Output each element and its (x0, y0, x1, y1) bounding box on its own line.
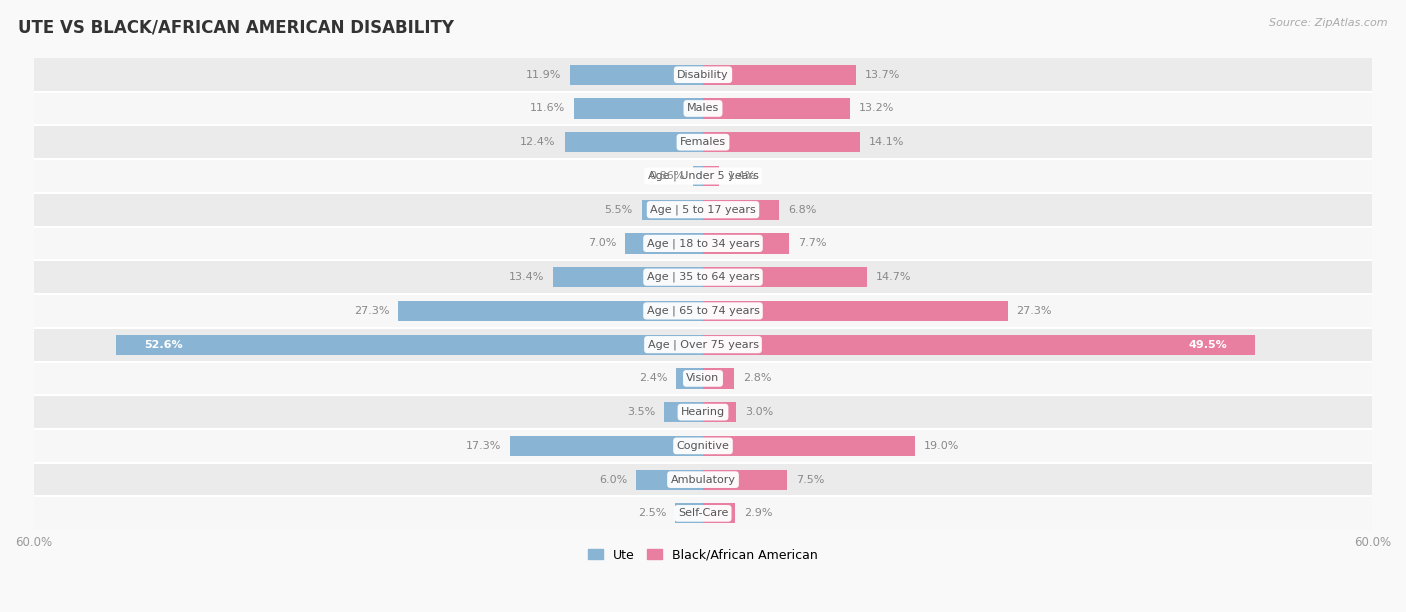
Bar (703, 200, 779, 220)
Text: Age | 5 to 17 years: Age | 5 to 17 years (650, 204, 756, 215)
Bar (34, 463, 1372, 496)
Bar (703, 335, 1256, 355)
Text: 2.5%: 2.5% (638, 509, 666, 518)
Bar (703, 166, 718, 186)
Text: 52.6%: 52.6% (143, 340, 183, 349)
Bar (34, 496, 1372, 530)
Text: 0.86%: 0.86% (650, 171, 685, 181)
Text: 13.4%: 13.4% (509, 272, 544, 282)
Text: Hearing: Hearing (681, 407, 725, 417)
Text: 2.8%: 2.8% (744, 373, 772, 383)
Text: 14.7%: 14.7% (876, 272, 911, 282)
Text: 11.9%: 11.9% (526, 70, 561, 80)
Text: 2.9%: 2.9% (744, 509, 773, 518)
Bar (703, 99, 851, 119)
Bar (641, 200, 703, 220)
Text: 6.8%: 6.8% (787, 204, 815, 215)
Text: 17.3%: 17.3% (465, 441, 501, 451)
Legend: Ute, Black/African American: Ute, Black/African American (583, 543, 823, 567)
Bar (34, 92, 1372, 125)
Text: Source: ZipAtlas.com: Source: ZipAtlas.com (1270, 18, 1388, 28)
Bar (34, 125, 1372, 159)
Bar (703, 132, 860, 152)
Bar (34, 294, 1372, 328)
Text: Vision: Vision (686, 373, 720, 383)
Bar (34, 328, 1372, 362)
Bar (703, 65, 856, 85)
Text: Age | 35 to 64 years: Age | 35 to 64 years (647, 272, 759, 282)
Text: 1.4%: 1.4% (727, 171, 756, 181)
Text: Males: Males (688, 103, 718, 113)
Bar (703, 368, 734, 389)
Bar (34, 429, 1372, 463)
Text: 3.5%: 3.5% (627, 407, 655, 417)
Bar (565, 132, 703, 152)
Bar (664, 402, 703, 422)
Bar (34, 159, 1372, 193)
Bar (624, 233, 703, 253)
Text: Age | Under 5 years: Age | Under 5 years (648, 171, 758, 181)
Bar (703, 267, 868, 287)
Text: Ambulatory: Ambulatory (671, 475, 735, 485)
Bar (554, 267, 703, 287)
Text: 27.3%: 27.3% (354, 306, 389, 316)
Text: 27.3%: 27.3% (1017, 306, 1052, 316)
Bar (675, 503, 703, 523)
Bar (34, 395, 1372, 429)
Bar (117, 335, 703, 355)
Bar (34, 193, 1372, 226)
Text: 14.1%: 14.1% (869, 137, 904, 147)
Text: UTE VS BLACK/AFRICAN AMERICAN DISABILITY: UTE VS BLACK/AFRICAN AMERICAN DISABILITY (18, 18, 454, 36)
Bar (703, 436, 915, 456)
Text: 11.6%: 11.6% (530, 103, 565, 113)
Bar (510, 436, 703, 456)
Text: Self-Care: Self-Care (678, 509, 728, 518)
Text: Females: Females (681, 137, 725, 147)
Text: 5.5%: 5.5% (605, 204, 633, 215)
Bar (703, 402, 737, 422)
Text: 12.4%: 12.4% (520, 137, 555, 147)
Text: Cognitive: Cognitive (676, 441, 730, 451)
Text: 19.0%: 19.0% (924, 441, 959, 451)
Text: Age | 18 to 34 years: Age | 18 to 34 years (647, 238, 759, 248)
Text: Disability: Disability (678, 70, 728, 80)
Bar (34, 362, 1372, 395)
Text: 6.0%: 6.0% (599, 475, 627, 485)
Text: 13.7%: 13.7% (865, 70, 900, 80)
Bar (571, 65, 703, 85)
Text: Age | Over 75 years: Age | Over 75 years (648, 340, 758, 350)
Bar (636, 469, 703, 490)
Bar (574, 99, 703, 119)
Bar (34, 260, 1372, 294)
Bar (398, 300, 703, 321)
Text: 13.2%: 13.2% (859, 103, 894, 113)
Bar (34, 226, 1372, 260)
Text: 7.5%: 7.5% (796, 475, 824, 485)
Text: Age | 65 to 74 years: Age | 65 to 74 years (647, 305, 759, 316)
Bar (703, 503, 735, 523)
Text: 3.0%: 3.0% (745, 407, 773, 417)
Bar (703, 469, 787, 490)
Text: 49.5%: 49.5% (1188, 340, 1227, 349)
Bar (676, 368, 703, 389)
Bar (34, 58, 1372, 92)
Bar (693, 166, 703, 186)
Bar (703, 233, 789, 253)
Text: 2.4%: 2.4% (638, 373, 668, 383)
Text: 7.7%: 7.7% (797, 239, 827, 248)
Text: 7.0%: 7.0% (588, 239, 616, 248)
Bar (703, 300, 1008, 321)
